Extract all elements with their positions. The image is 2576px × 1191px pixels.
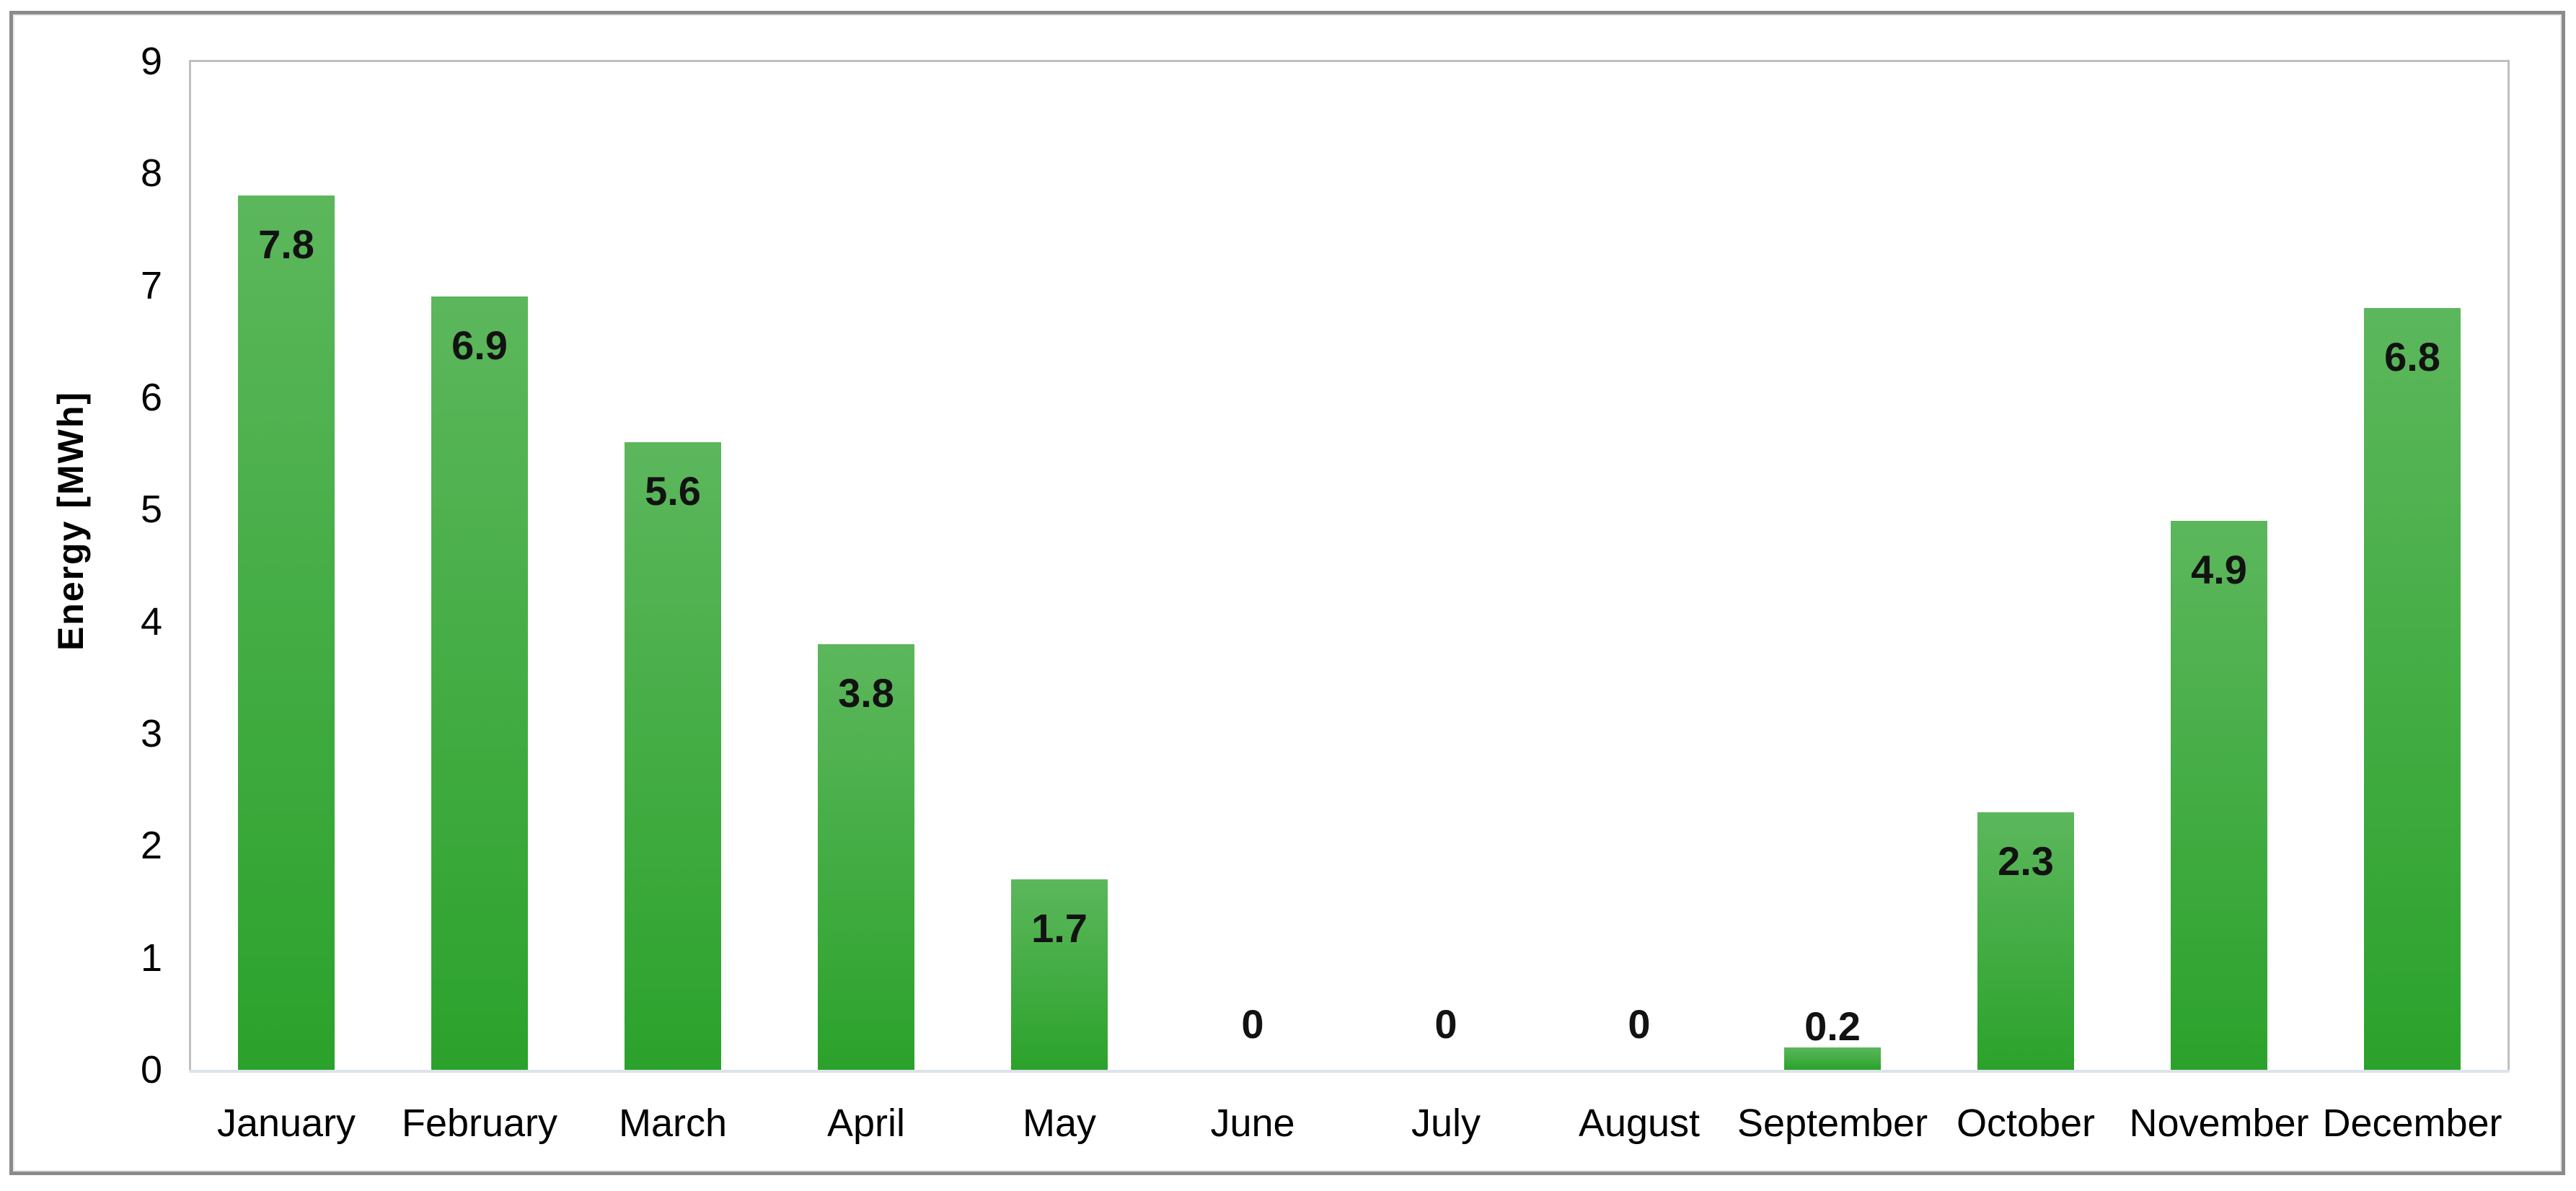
bar-september xyxy=(1784,1047,1881,1070)
x-tick-december: December xyxy=(2322,1102,2502,1145)
x-tick-august: August xyxy=(1578,1102,1701,1145)
y-tick-5: 5 xyxy=(140,488,162,532)
x-tick-june: June xyxy=(1210,1102,1295,1145)
x-tick-february: February xyxy=(401,1102,558,1145)
y-tick-2: 2 xyxy=(140,824,162,868)
data-label-december: 6.8 xyxy=(2384,333,2440,379)
data-label-march: 5.6 xyxy=(645,468,701,514)
y-tick-6: 6 xyxy=(140,376,162,419)
data-label-october: 2.3 xyxy=(1998,838,2054,884)
bar-december xyxy=(2364,307,2461,1070)
bar-january xyxy=(238,195,335,1070)
y-tick-3: 3 xyxy=(140,712,162,755)
data-label-january: 7.8 xyxy=(258,221,314,268)
y-tick-9: 9 xyxy=(140,40,162,83)
y-tick-7: 7 xyxy=(140,263,162,307)
x-tick-july: July xyxy=(1411,1102,1481,1145)
y-axis-line xyxy=(189,60,191,1070)
x-tick-november: November xyxy=(2129,1102,2309,1145)
x-axis-line xyxy=(189,1070,2510,1073)
y-tick-4: 4 xyxy=(140,599,162,643)
x-tick-march: March xyxy=(618,1102,728,1145)
data-label-april: 3.8 xyxy=(838,669,894,716)
bar-april xyxy=(818,643,914,1070)
plot-border-top xyxy=(189,60,2510,62)
y-tick-0: 0 xyxy=(140,1048,162,1091)
data-label-june: 0 xyxy=(1241,1001,1264,1047)
data-label-august: 0 xyxy=(1628,1001,1651,1047)
data-label-july: 0 xyxy=(1434,1001,1457,1047)
data-label-february: 6.9 xyxy=(451,322,508,369)
x-tick-september: September xyxy=(1737,1102,1928,1145)
bar-february xyxy=(431,296,528,1070)
plot-border-right xyxy=(2507,60,2510,1070)
x-tick-october: October xyxy=(1956,1102,2096,1145)
x-tick-may: May xyxy=(1022,1102,1096,1145)
x-tick-april: April xyxy=(826,1102,906,1145)
bar-may xyxy=(1011,879,1108,1070)
data-label-september: 0.2 xyxy=(1804,1003,1861,1049)
bar-november xyxy=(2171,520,2267,1070)
y-tick-8: 8 xyxy=(140,151,162,195)
y-tick-1: 1 xyxy=(140,936,162,980)
bar-march xyxy=(625,442,721,1070)
data-label-november: 4.9 xyxy=(2191,546,2247,592)
x-tick-january: January xyxy=(216,1102,356,1145)
data-label-may: 1.7 xyxy=(1031,905,1088,951)
bar-october xyxy=(1977,812,2074,1070)
